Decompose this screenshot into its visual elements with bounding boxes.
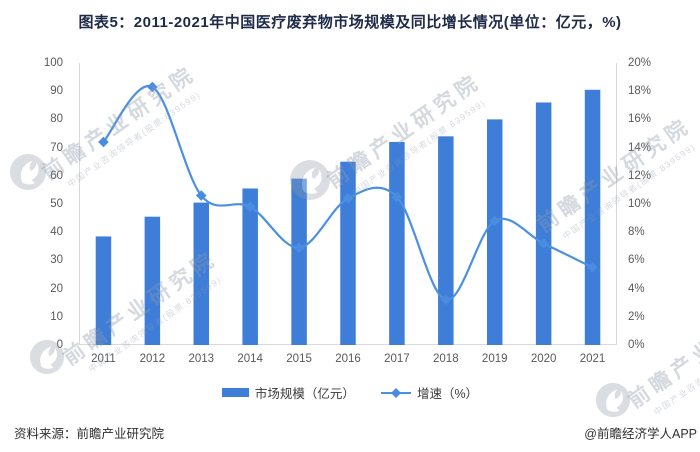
right-axis-tick-8: 8% xyxy=(628,226,645,239)
x-axis-label-2011: 2011 xyxy=(91,353,116,365)
right-axis-tick-2: 2% xyxy=(628,310,645,323)
left-axis-tick-40: 40 xyxy=(50,226,63,239)
bar-series-swatch xyxy=(221,388,249,397)
growth-marker-2016 xyxy=(342,193,354,204)
left-axis-tick-0: 0 xyxy=(56,339,63,351)
growth-marker-2017 xyxy=(391,191,403,203)
legend-market-label: 市场规模（亿元） xyxy=(254,387,355,401)
watermark-text: 前瞻产业研究院 中国产业咨询领导者(股票:839599) xyxy=(621,286,700,426)
right-axis-tick-0: 0% xyxy=(628,339,645,351)
left-axis-tick-70: 70 xyxy=(50,141,63,154)
x-axis-label-2017: 2017 xyxy=(384,353,410,365)
right-axis-tick-18: 18% xyxy=(628,85,652,98)
right-axis-tick-10: 10% xyxy=(628,198,652,210)
bar-2011 xyxy=(95,236,112,345)
x-axis-label-2020: 2020 xyxy=(530,353,557,365)
x-axis-label-2013: 2013 xyxy=(188,353,215,365)
line-series-swatch xyxy=(380,387,411,398)
growth-marker-2020 xyxy=(538,238,549,249)
growth-marker-2013 xyxy=(195,190,207,201)
app-credit: @前瞻经济学人APP xyxy=(584,427,697,441)
bar-2021 xyxy=(584,89,601,345)
right-axis-tick-6: 6% xyxy=(628,254,645,267)
right-axis-tick-4: 4% xyxy=(628,282,645,295)
bar-2020 xyxy=(535,102,552,345)
bar-2018 xyxy=(438,136,454,345)
bar-2015 xyxy=(291,178,307,345)
x-axis-label-2021: 2021 xyxy=(579,353,606,365)
growth-marker-2019 xyxy=(489,215,501,227)
growth-marker-2018 xyxy=(440,294,452,306)
right-axis-tick-14: 14% xyxy=(628,141,652,154)
bar-2019 xyxy=(486,119,503,345)
chart-legend: 市场规模（亿元） 增速（%） xyxy=(0,383,700,402)
right-axis-tick-20: 20% xyxy=(628,57,652,69)
bar-2012 xyxy=(144,216,161,345)
growth-marker-2014 xyxy=(244,201,256,213)
left-axis-tick-80: 80 xyxy=(50,113,63,126)
x-axis-label-2015: 2015 xyxy=(286,353,312,365)
left-axis-tick-20: 20 xyxy=(50,282,63,295)
right-axis-tick-16: 16% xyxy=(628,113,652,126)
left-axis-tick-50: 50 xyxy=(50,198,63,210)
x-axis-label-2016: 2016 xyxy=(335,353,361,365)
legend-item-market: 市场规模（亿元） xyxy=(221,383,355,402)
x-axis-label-2012: 2012 xyxy=(139,353,166,365)
left-axis-tick-60: 60 xyxy=(50,169,63,182)
x-axis-label-2018: 2018 xyxy=(433,353,459,365)
bar-2013 xyxy=(193,202,210,345)
legend-growth-label: 增速（%） xyxy=(416,387,479,401)
legend-item-growth: 增速（%） xyxy=(380,383,479,402)
data-source-note: 资料来源：前瞻产业研究院 xyxy=(14,427,165,441)
right-axis-tick-12: 12% xyxy=(628,169,652,182)
growth-marker-2015 xyxy=(293,242,305,254)
chart-plot-area xyxy=(79,63,617,345)
left-axis-tick-90: 90 xyxy=(50,85,63,98)
bar-2017 xyxy=(389,141,405,345)
x-axis-label-2019: 2019 xyxy=(481,353,508,365)
x-axis-label-2014: 2014 xyxy=(237,353,263,365)
left-axis-tick-10: 10 xyxy=(50,310,63,323)
left-axis-tick-100: 100 xyxy=(43,57,63,69)
bar-2016 xyxy=(340,161,356,345)
growth-marker-2021 xyxy=(587,262,598,273)
chart-title: 图表5：2011-2021年中国医疗废弃物市场规模及同比增长情况(单位：亿元，%… xyxy=(78,14,622,31)
bar-2014 xyxy=(242,188,258,345)
left-axis-tick-30: 30 xyxy=(50,254,63,267)
watermark-sub-text: 中国产业咨询领导者(股票:839599) xyxy=(651,317,700,418)
